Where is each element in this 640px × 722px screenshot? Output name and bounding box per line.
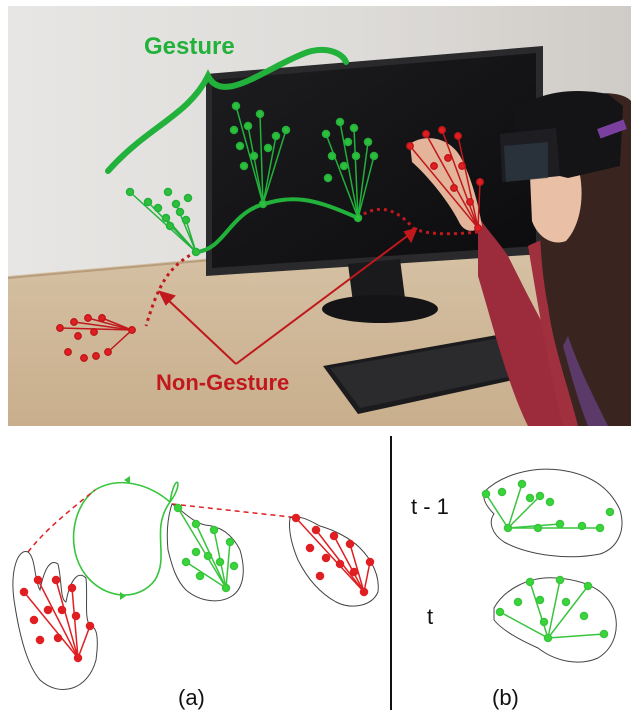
frame-prev-label: t - 1: [411, 494, 449, 519]
illustration-panels: (a) t - 1 t: [0, 430, 640, 717]
hand-sketch-right: [289, 513, 379, 607]
person-face: [530, 157, 582, 243]
hand-sketch-t: [493, 575, 617, 663]
gesture-hand-skeleton-3: [321, 117, 379, 223]
panel-b: t - 1 t: [411, 468, 623, 710]
non-gesture-trajectory-right: [357, 207, 479, 236]
gesture-bracket: [105, 46, 349, 174]
hand-sketch-t-minus-1: [481, 468, 623, 558]
gesture-trajectory: [195, 197, 359, 254]
panel-b-caption: (b): [492, 685, 519, 710]
non-gesture-hand-skeleton-1: [56, 314, 136, 362]
hand-sketch-left: [12, 551, 98, 690]
non-gesture-trajectory-left: [144, 250, 197, 327]
frame-curr-label: t: [427, 604, 433, 629]
person-arm: [478, 216, 631, 426]
headset: [500, 90, 627, 182]
non-gesture-hand-skeleton-2: [406, 126, 484, 232]
non-gesture-label: Non-Gesture: [156, 370, 289, 395]
demo-photo: Gesture Non-Gesture: [8, 6, 631, 426]
gesture-loop: [72, 481, 179, 596]
panel-a-caption: (a): [178, 685, 205, 710]
gesture-hand-skeleton-2: [229, 101, 291, 209]
hand-sketch-middle: [166, 503, 244, 602]
gesture-label: Gesture: [144, 33, 235, 60]
non-gesture-arrows: [158, 227, 418, 365]
person-hand: [410, 138, 482, 231]
panel-a: (a): [12, 476, 379, 710]
gesture-hand-skeleton-1: [125, 187, 201, 257]
